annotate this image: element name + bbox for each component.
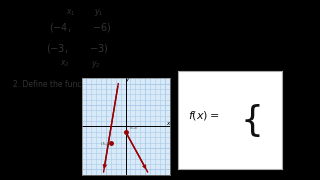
Text: 2. Define the function for each graph.: 2. Define the function for each graph. [12, 80, 157, 89]
Text: $(-3,$: $(-3,$ [46, 42, 68, 55]
Text: $-3)$: $-3)$ [89, 42, 108, 55]
Text: $(-4,$: $(-4,$ [49, 21, 72, 34]
Text: $x_2$: $x_2$ [60, 59, 69, 69]
Text: $x_1$: $x_1$ [66, 7, 76, 18]
Text: $y_2$: $y_2$ [91, 59, 100, 70]
Text: $y_1$: $y_1$ [94, 7, 103, 18]
Text: (-5,-3): (-5,-3) [101, 142, 112, 146]
Text: (3,3): (3,3) [130, 126, 138, 130]
Text: $f(x) =$: $f(x) =$ [188, 109, 220, 122]
Text: $-6)$: $-6)$ [92, 21, 112, 34]
Text: $\{$: $\{$ [240, 102, 260, 139]
Text: x: x [166, 121, 170, 126]
Text: y: y [125, 77, 129, 82]
